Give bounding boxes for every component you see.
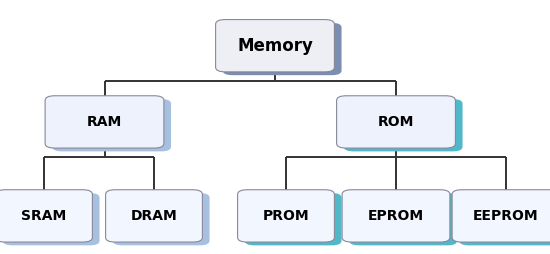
FancyBboxPatch shape [113, 193, 210, 245]
FancyBboxPatch shape [3, 193, 100, 245]
FancyBboxPatch shape [106, 190, 202, 242]
FancyBboxPatch shape [459, 193, 550, 245]
Text: DRAM: DRAM [131, 209, 178, 223]
Text: RAM: RAM [87, 115, 122, 129]
FancyBboxPatch shape [52, 99, 171, 151]
FancyBboxPatch shape [245, 193, 342, 245]
FancyBboxPatch shape [238, 190, 334, 242]
Text: ROM: ROM [378, 115, 414, 129]
Text: PROM: PROM [263, 209, 309, 223]
FancyBboxPatch shape [0, 190, 92, 242]
FancyBboxPatch shape [337, 96, 455, 148]
Text: EPROM: EPROM [368, 209, 424, 223]
FancyBboxPatch shape [344, 99, 463, 151]
FancyBboxPatch shape [223, 23, 342, 75]
Text: SRAM: SRAM [21, 209, 67, 223]
FancyBboxPatch shape [216, 20, 334, 72]
FancyBboxPatch shape [342, 190, 450, 242]
Text: Memory: Memory [237, 37, 313, 55]
Text: EEPROM: EEPROM [473, 209, 539, 223]
FancyBboxPatch shape [349, 193, 457, 245]
FancyBboxPatch shape [452, 190, 550, 242]
FancyBboxPatch shape [45, 96, 164, 148]
